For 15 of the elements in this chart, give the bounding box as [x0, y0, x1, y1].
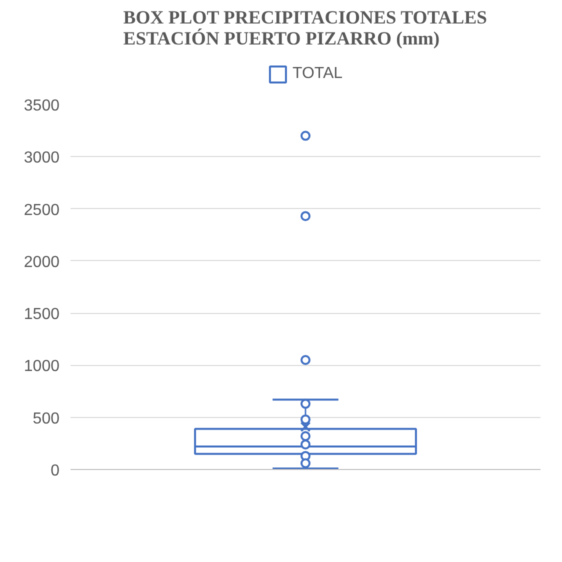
y-tick-label: 500 [32, 410, 60, 428]
y-tick-label: 0 [50, 462, 60, 480]
legend-label: TOTAL [292, 65, 343, 83]
point [300, 414, 310, 424]
point [300, 431, 310, 442]
point [300, 398, 310, 409]
y-tick-label: 3000 [24, 150, 60, 167]
chart-title: BOX PLOT PRECIPITACIONES TOTALES ESTACIÓN PUERTO PIZARRO (mm) [123, 8, 488, 50]
y-tick-label: 1000 [24, 358, 60, 376]
y-tick-label: 3500 [24, 98, 60, 114]
point [300, 439, 310, 450]
y-tick-label: 1500 [24, 306, 60, 324]
y-tick-label: 2500 [24, 202, 60, 219]
y-tick-label: 2000 [24, 254, 60, 271]
point [300, 458, 310, 468]
